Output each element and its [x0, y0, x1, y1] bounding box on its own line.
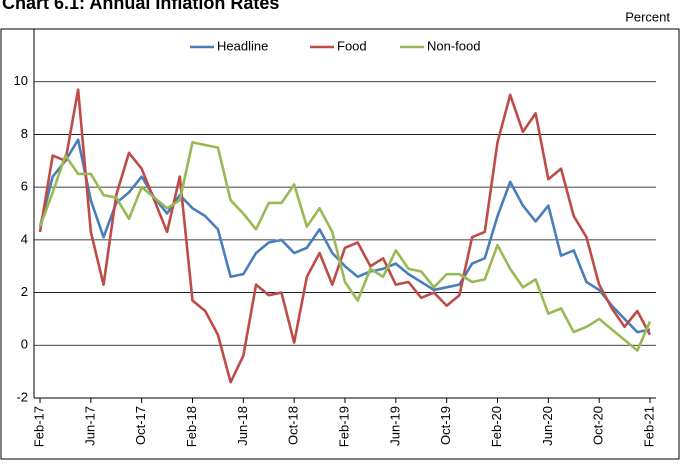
x-tick-label: Feb-17 [31, 406, 46, 447]
y-tick-label: 0 [21, 337, 28, 352]
y-axis-label: Percent [625, 9, 670, 24]
series-line [38, 88, 652, 384]
series-line [38, 138, 651, 334]
y-tick-label: 2 [21, 284, 28, 299]
y-tick-label: -2 [16, 389, 28, 404]
series-line [38, 141, 652, 352]
legend-label: Non-food [427, 38, 480, 53]
x-tick-label: Feb-20 [489, 406, 504, 447]
y-tick-label: 8 [21, 126, 28, 141]
x-tick-label: Feb-21 [641, 406, 656, 447]
x-tick-label: Oct-20 [591, 406, 606, 445]
x-tick-label: Oct-19 [438, 406, 453, 445]
x-tick-label: Feb-19 [336, 406, 351, 447]
x-tick-label: Jun-19 [387, 406, 402, 446]
x-tick-label: Jun-18 [235, 406, 250, 446]
legend-label: Headline [217, 38, 268, 53]
x-tick-label: Jun-20 [540, 406, 555, 446]
x-tick-label: Feb-18 [184, 406, 199, 447]
x-tick-label: Jun-17 [82, 406, 97, 446]
chart-title: Chart 6.1: Annual Inflation Rates [2, 0, 279, 13]
y-tick-label: 10 [14, 73, 28, 88]
legend-label: Food [337, 38, 367, 53]
x-tick-label: Oct-17 [133, 406, 148, 445]
frame [0, 28, 680, 460]
y-tick-label: 4 [21, 231, 28, 246]
x-tick-label: Oct-18 [286, 406, 301, 445]
y-tick-label: 6 [21, 179, 28, 194]
